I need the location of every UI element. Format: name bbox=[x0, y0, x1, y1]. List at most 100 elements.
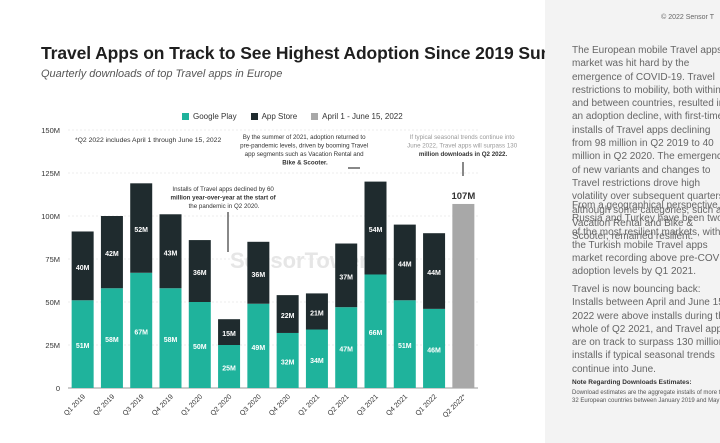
data-label-google-play: 32M bbox=[281, 359, 295, 366]
x-tick-label: Q3 2020 bbox=[239, 393, 263, 417]
x-tick-label: Q4 2021 bbox=[385, 393, 409, 417]
x-tick-label: Q2 2020 bbox=[210, 393, 234, 417]
bar-google-play-q3-2021 bbox=[364, 274, 387, 388]
bar-app-store-q2-2021 bbox=[335, 243, 358, 308]
legend-item-google-play: Google Play bbox=[182, 112, 237, 121]
bar-google-play-q1-2021 bbox=[305, 329, 328, 388]
x-tick-label: Q1 2021 bbox=[297, 393, 321, 417]
bar-app-store-q3-2019 bbox=[130, 183, 153, 273]
commentary-paragraph-2: From a geographical perspective, Russia … bbox=[572, 200, 720, 278]
legend-swatch-estimate bbox=[311, 113, 319, 120]
y-tick-label: 75M bbox=[45, 255, 60, 264]
x-tick-label: Q4 2020 bbox=[268, 393, 292, 417]
data-label-google-play: 50M bbox=[193, 344, 207, 351]
bar-google-play-q2-2019 bbox=[100, 288, 123, 388]
bar-google-play-q2-2020 bbox=[218, 345, 241, 388]
legend-label-estimate: April 1 - June 15, 2022 bbox=[322, 112, 403, 121]
annotations-layer: *Q2 2022 includes April 1 through June 1… bbox=[75, 134, 519, 252]
bar-app-store-q2-2019 bbox=[100, 216, 123, 289]
bar-google-play-q2-2021 bbox=[335, 307, 358, 388]
x-tick-label: Q3 2019 bbox=[122, 393, 146, 417]
y-tick-label: 125M bbox=[41, 169, 60, 178]
annotation-summer-2021-line-2: pre-pandemic levels, driven by booming T… bbox=[240, 143, 368, 150]
bar-google-play-q4-2020 bbox=[276, 332, 299, 388]
chart-title: Travel Apps on Track to See Highest Adop… bbox=[41, 43, 588, 63]
legend-item-app-store: App Store bbox=[250, 112, 298, 121]
commentary-panel: © 2022 Sensor T The European mobile Trav… bbox=[545, 0, 720, 443]
data-label-google-play: 34M bbox=[310, 358, 324, 365]
x-tick-label: Q1 2019 bbox=[63, 393, 87, 417]
chart-subtitle: Quarterly downloads of top Travel apps i… bbox=[41, 68, 283, 80]
x-tick-label: Q2 2021 bbox=[327, 393, 351, 417]
data-label-app-store: 22M bbox=[281, 313, 295, 320]
y-tick-label: 50M bbox=[45, 298, 60, 307]
bar-estimate-q2-2022 bbox=[452, 203, 475, 388]
y-tick-label: 0 bbox=[56, 384, 60, 393]
copyright-notice: © 2022 Sensor T bbox=[661, 14, 714, 21]
downloads-note-line-2: 32 European countries between January 20… bbox=[572, 398, 720, 404]
data-label-app-store: 54M bbox=[369, 227, 383, 234]
annotation-forecast-line-2: June 2022, Travel apps will surpass 130 bbox=[407, 143, 518, 150]
annotation-forecast: If typical seasonal trends continue into… bbox=[407, 134, 519, 158]
annotation-pandemic-line-1: Installs of Travel apps declined by 60 bbox=[172, 186, 274, 193]
x-tick-label: Q2 2022* bbox=[442, 393, 468, 419]
data-label-google-play: 58M bbox=[105, 337, 119, 344]
bar-google-play-q4-2021 bbox=[393, 300, 416, 388]
annotation-q2-2022-note: *Q2 2022 includes April 1 through June 1… bbox=[75, 137, 221, 144]
downloads-note-title: Note Regarding Downloads Estimates: bbox=[572, 379, 692, 386]
data-label-google-play: 66M bbox=[369, 330, 383, 337]
x-tick-label: Q1 2020 bbox=[180, 393, 204, 417]
annotation-pandemic-decline: Installs of Travel apps declined by 60 m… bbox=[171, 186, 278, 210]
legend-label-google-play: Google Play bbox=[193, 112, 237, 121]
annotation-forecast-line-1: If typical seasonal trends continue into bbox=[410, 134, 515, 141]
data-label-app-store: 44M bbox=[398, 261, 412, 268]
annotation-summer-2021-line-3: app segments such as Vacation Rental and bbox=[245, 151, 364, 158]
bar-app-store-q1-2020 bbox=[188, 240, 211, 302]
data-label-google-play: 51M bbox=[398, 343, 412, 350]
legend-item-estimate: April 1 - June 15, 2022 bbox=[311, 112, 403, 121]
annotation-pandemic-line-3: the pandemic in Q2 2020. bbox=[189, 203, 260, 210]
bar-google-play-q3-2019 bbox=[130, 272, 153, 388]
bar-app-store-q1-2019 bbox=[71, 231, 94, 301]
data-label-google-play: 46M bbox=[427, 347, 441, 354]
chart-panel: Travel Apps on Track to See Highest Adop… bbox=[41, 43, 588, 420]
annotation-forecast-line-3: million downloads in Q2 2022. bbox=[419, 151, 508, 158]
bar-app-store-q4-2019 bbox=[159, 214, 182, 289]
bar-app-store-q1-2021 bbox=[305, 293, 328, 330]
legend-swatch-app-store bbox=[250, 113, 258, 120]
data-label-google-play: 25M bbox=[222, 366, 236, 373]
bar-google-play-q3-2020 bbox=[247, 303, 270, 388]
data-label-app-store: 42M bbox=[105, 251, 119, 258]
data-label-google-play: 51M bbox=[76, 343, 90, 350]
data-label-estimate: 107M bbox=[451, 191, 475, 202]
data-label-google-play: 67M bbox=[134, 329, 148, 336]
x-tick-label: Q1 2022 bbox=[415, 393, 439, 417]
bars-layer: 51M 40M 58M 42M 67M 52M 58M 43M 50M 36M 25M 15M 49M 3… bbox=[71, 181, 475, 388]
data-label-app-store: 44M bbox=[427, 270, 441, 277]
x-tick-label: Q4 2019 bbox=[151, 393, 175, 417]
annotation-summer-2021-line-4: Bike & Scooter. bbox=[282, 160, 328, 167]
bar-google-play-q1-2020 bbox=[188, 302, 211, 388]
bar-app-store-q4-2020 bbox=[276, 295, 299, 333]
bar-google-play-q1-2019 bbox=[71, 300, 94, 388]
legend-label-app-store: App Store bbox=[261, 112, 298, 121]
commentary-paragraph-3: Travel is now bouncing back: Installs be… bbox=[572, 284, 720, 375]
y-tick-label: 100M bbox=[41, 212, 60, 221]
y-tick-label: 150M bbox=[41, 126, 60, 135]
stacked-bar-chart: SensorTower 51M40M58M42M67M52M58M43M50M3… bbox=[41, 126, 519, 419]
data-label-app-store: 37M bbox=[339, 274, 353, 281]
data-label-app-store: 15M bbox=[222, 331, 236, 338]
chart-legend: Google Play App Store April 1 - June 15,… bbox=[182, 112, 403, 121]
data-label-app-store: 21M bbox=[310, 310, 324, 317]
data-label-app-store: 40M bbox=[76, 265, 90, 272]
data-label-google-play: 49M bbox=[252, 345, 266, 352]
data-label-google-play: 47M bbox=[339, 347, 353, 354]
downloads-note-body: Download estimates are the aggregate ins… bbox=[572, 389, 720, 405]
y-tick-label: 25M bbox=[45, 341, 60, 350]
annotation-summer-2021: By the summer of 2021, adoption returned… bbox=[240, 134, 370, 167]
data-label-app-store: 52M bbox=[134, 227, 148, 234]
bar-app-store-q3-2021 bbox=[364, 181, 387, 275]
commentary-paragraph-1: The European mobile Travel apps market w… bbox=[572, 45, 720, 243]
bar-app-store-q2-2020 bbox=[218, 319, 241, 345]
bar-google-play-q1-2022 bbox=[423, 308, 446, 388]
